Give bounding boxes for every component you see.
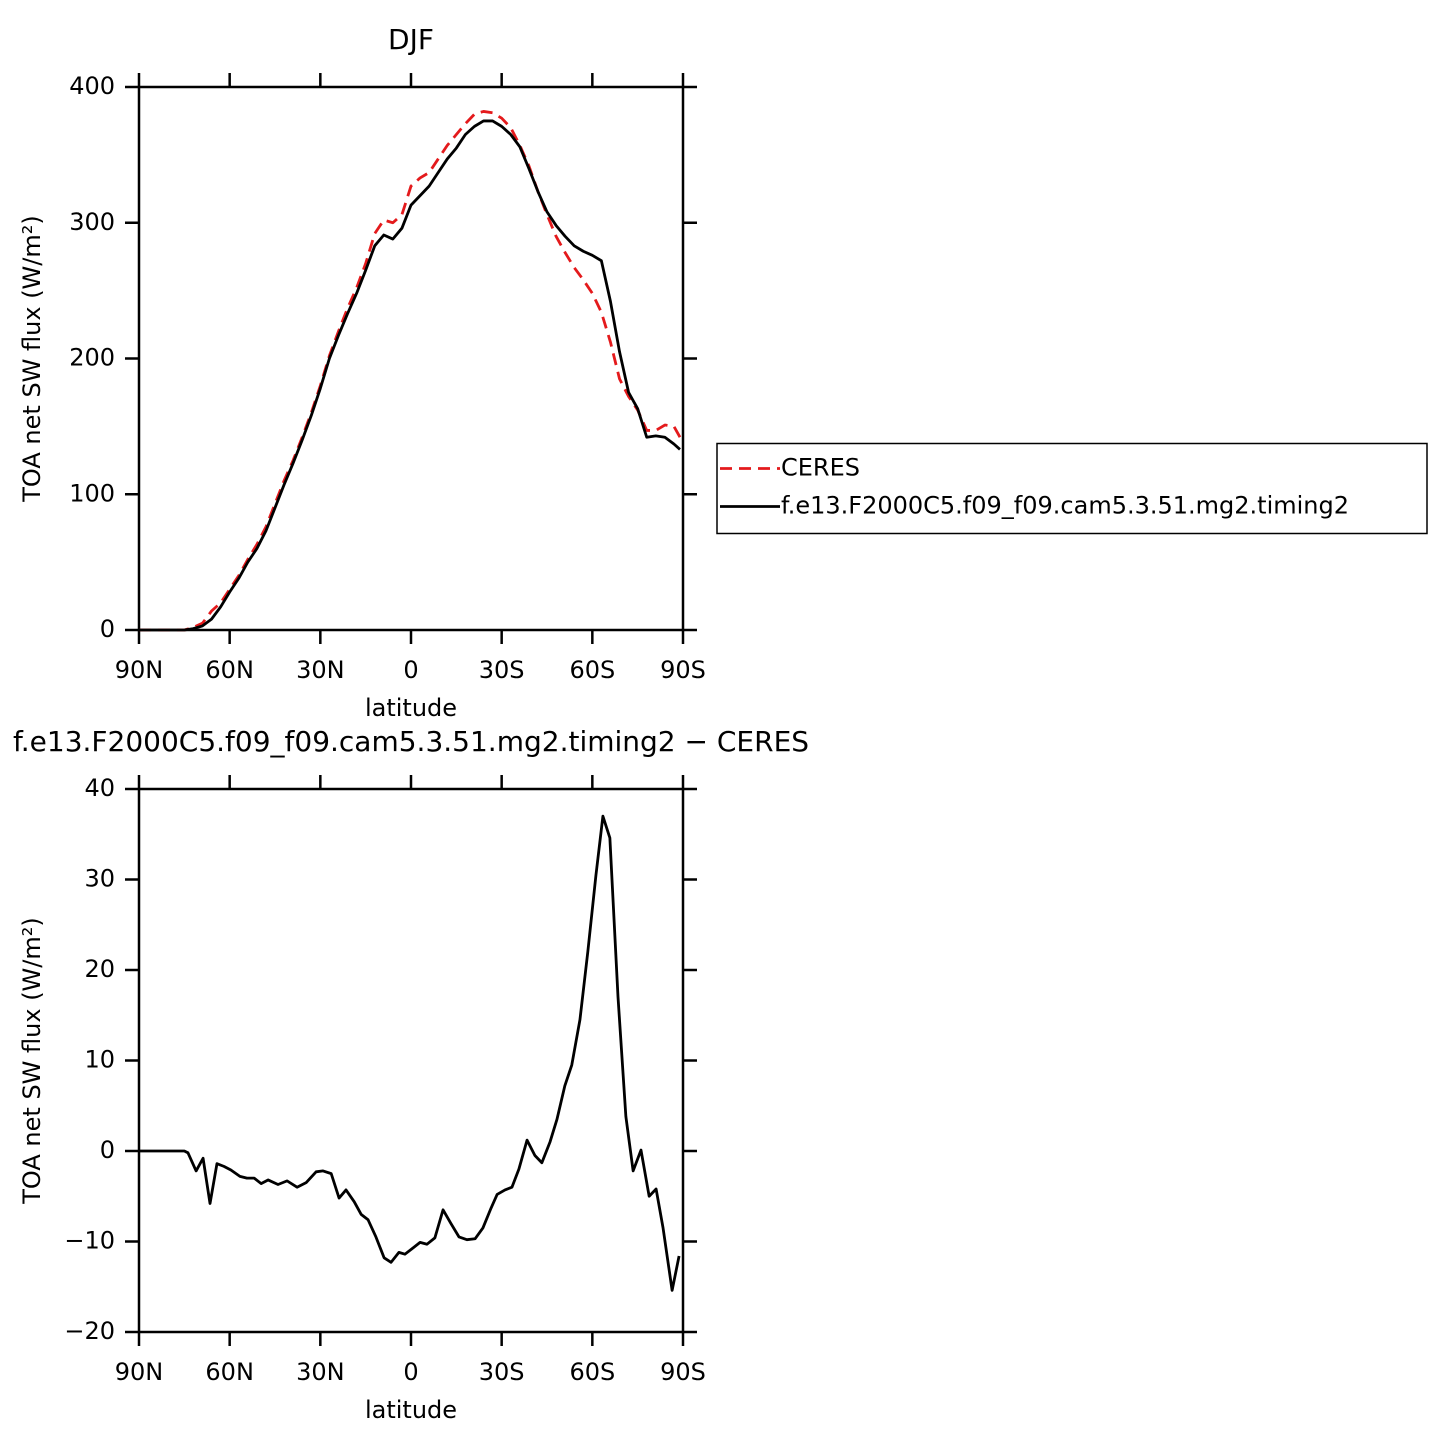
y-tick-label: 30 bbox=[84, 865, 115, 893]
y-tick-label: 100 bbox=[69, 479, 115, 507]
x-tick-label: 60N bbox=[205, 656, 254, 684]
x-tick-label: 30S bbox=[479, 1358, 525, 1386]
x-tick-label: 30S bbox=[479, 656, 525, 684]
data-line bbox=[139, 814, 681, 1292]
y-tick-label: 200 bbox=[69, 344, 115, 372]
x-tick-label: 0 bbox=[403, 656, 418, 684]
x-tick-label: 0 bbox=[403, 1358, 418, 1386]
x-tick-label: 90S bbox=[660, 656, 706, 684]
plot-frame bbox=[137, 85, 685, 632]
x-axis-label: latitude bbox=[365, 694, 457, 722]
y-axis-label: TOA net SW flux (W/m²) bbox=[18, 215, 46, 503]
y-tick-label: 0 bbox=[100, 1136, 115, 1164]
plot-frame bbox=[137, 787, 685, 1334]
x-tick-label: 30N bbox=[296, 1358, 345, 1386]
y-tick-label: 40 bbox=[84, 774, 115, 802]
data-line bbox=[139, 119, 681, 632]
y-tick-label: 0 bbox=[100, 615, 115, 643]
x-tick-label: 90N bbox=[115, 1358, 164, 1386]
x-axis-label: latitude bbox=[365, 1396, 457, 1424]
legend-label: f.e13.F2000C5.f09_f09.cam5.3.51.mg2.timi… bbox=[781, 492, 1349, 520]
legend-box bbox=[716, 442, 1428, 535]
y-tick-label: −10 bbox=[64, 1227, 115, 1255]
y-axis-label: TOA net SW flux (W/m²) bbox=[18, 917, 46, 1205]
x-tick-label: 60S bbox=[569, 1358, 615, 1386]
y-tick-label: 20 bbox=[84, 955, 115, 983]
y-tick-label: 10 bbox=[84, 1046, 115, 1074]
y-tick-label: −20 bbox=[64, 1317, 115, 1345]
y-tick-label: 300 bbox=[69, 208, 115, 236]
legend-label: CERES bbox=[781, 454, 860, 482]
data-line bbox=[139, 110, 682, 632]
x-tick-label: 90S bbox=[660, 1358, 706, 1386]
x-tick-label: 30N bbox=[296, 656, 345, 684]
chart-title: f.e13.F2000C5.f09_f09.cam5.3.51.mg2.timi… bbox=[13, 725, 809, 758]
x-tick-label: 90N bbox=[115, 656, 164, 684]
chart-title: DJF bbox=[388, 23, 434, 56]
x-tick-label: 60S bbox=[569, 656, 615, 684]
x-tick-label: 60N bbox=[205, 1358, 254, 1386]
y-tick-label: 400 bbox=[69, 72, 115, 100]
